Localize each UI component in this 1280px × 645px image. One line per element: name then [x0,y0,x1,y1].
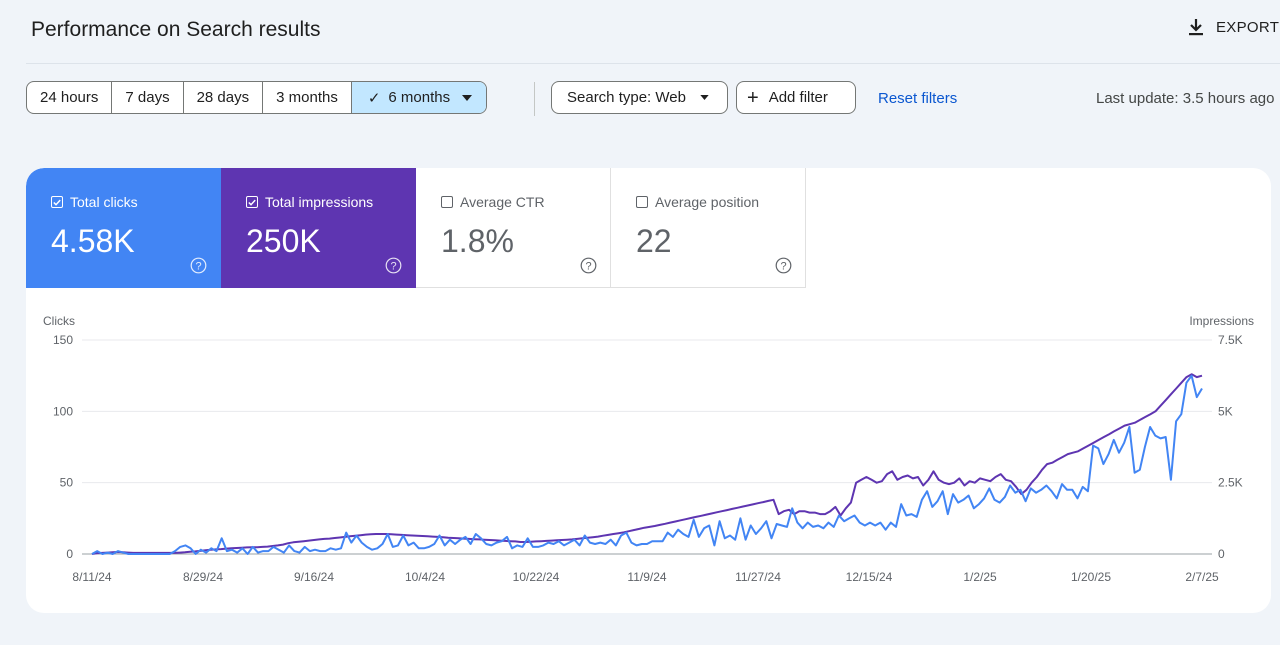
metric-value: 22 [636,223,672,259]
x-tick-label: 10/22/24 [513,570,560,584]
download-icon [1189,19,1203,36]
svg-text:?: ? [585,261,591,273]
metric-label: Average position [655,194,760,210]
range-7-days[interactable]: 7 days [112,82,184,113]
help-icon[interactable]: ? [385,257,402,274]
x-tick-label: 9/16/24 [294,570,334,584]
range-3-months[interactable]: 3 months [263,82,352,113]
x-tick-label: 1/2/25 [963,570,997,584]
add-filter-label: Add filter [768,89,828,106]
export-label: EXPORT [1216,18,1280,36]
header-divider [26,63,1280,64]
metric-value: 1.8% [441,223,514,259]
range-24-hours[interactable]: 24 hours [27,82,113,113]
metric-total-impressions[interactable]: Total impressions 250K ? [221,168,416,288]
add-filter-button[interactable]: + Add filter [736,81,856,114]
chevron-down-icon [462,94,473,101]
y-tick-label-left: 50 [60,476,74,490]
metric-label: Total clicks [70,194,138,210]
x-tick-label: 10/4/24 [405,570,445,584]
help-icon[interactable]: ? [190,257,207,274]
metric-average-position[interactable]: Average position 22 ? [611,168,806,288]
left-axis-label: Clicks [43,314,75,328]
series-line-total-clicks [91,374,1203,555]
x-tick-label: 2/7/25 [1185,570,1219,584]
x-tick-label: 8/11/24 [72,570,111,584]
toolbar-separator [534,82,535,116]
y-tick-label-left: 0 [66,547,73,561]
right-axis-label: Impressions [1189,314,1254,328]
svg-text:?: ? [195,261,201,273]
y-tick-label-left: 150 [53,333,73,347]
checkbox-checked-icon[interactable] [51,196,63,208]
x-tick-label: 11/9/24 [627,570,666,584]
y-tick-label-right: 5K [1218,404,1233,418]
range-6-months[interactable]: ✓ 6 months [351,82,487,113]
reset-filters-link[interactable]: Reset filters [878,90,958,107]
checkbox-checked-icon[interactable] [246,196,258,208]
checkbox-unchecked-icon[interactable] [636,196,648,208]
help-icon[interactable]: ? [580,257,597,274]
range-28-days[interactable]: 28 days [184,82,264,113]
performance-chart: 150 7.5K 100 5K 50 2.5K 0 0 8/11/24 8/29/24 9/16/… [43,314,1254,584]
y-tick-label-left: 100 [53,404,73,418]
metric-value: 250K [246,223,321,259]
check-icon: ✓ [367,89,381,107]
metric-average-ctr[interactable]: Average CTR 1.8% ? [416,168,611,288]
export-button[interactable]: EXPORT [1188,18,1279,36]
metric-total-clicks[interactable]: Total clicks 4.58K ? [26,168,221,288]
range-6-months-label: 6 months [388,89,451,106]
metric-label: Total impressions [265,194,374,210]
x-tick-label: 1/20/25 [1071,570,1111,584]
performance-card: Total clicks 4.58K ? Total impressions 2… [26,168,1271,613]
svg-text:?: ? [780,261,786,273]
x-tick-label: 12/15/24 [846,570,893,584]
y-tick-label-right: 7.5K [1218,333,1243,347]
plus-icon: + [747,86,759,109]
metric-label: Average CTR [460,194,545,210]
page-title: Performance on Search results [31,18,321,41]
x-tick-label: 11/27/24 [735,570,781,584]
chevron-down-icon [700,95,709,100]
search-type-label: Search type: Web [567,89,686,106]
series-line-total-impressions [91,373,1203,555]
svg-text:?: ? [390,261,396,273]
metric-value: 4.58K [51,223,135,259]
x-tick-label: 8/29/24 [183,570,223,584]
y-tick-label-right: 2.5K [1218,476,1243,490]
date-range-selector: 24 hours 7 days 28 days 3 months ✓ 6 mon… [26,81,488,114]
y-tick-label-right: 0 [1218,547,1225,561]
last-update-text: Last update: 3.5 hours ago [1096,90,1275,107]
help-icon[interactable]: ? [775,257,792,274]
checkbox-unchecked-icon[interactable] [441,196,453,208]
search-type-dropdown[interactable]: Search type: Web [551,81,728,114]
